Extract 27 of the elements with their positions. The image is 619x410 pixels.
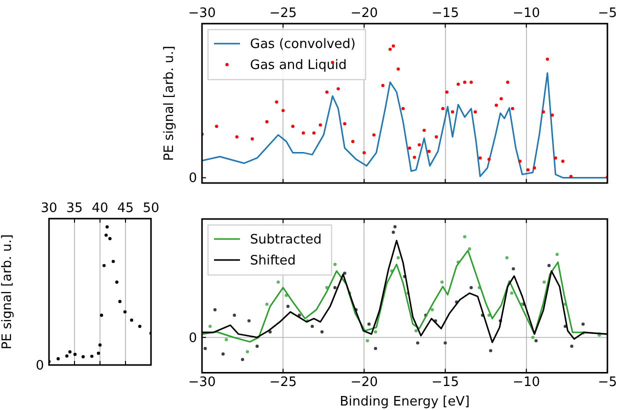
- x-tick-label: −20: [350, 6, 378, 22]
- x-tick-label: −5: [598, 6, 618, 22]
- x-tick-label: −30: [188, 374, 216, 390]
- legend-label: Subtracted: [250, 232, 322, 248]
- text: 0: [188, 330, 197, 346]
- x-tick-label: −10: [512, 6, 540, 22]
- x-tick-label: −25: [269, 374, 297, 390]
- x-tick-label: −25: [269, 6, 297, 22]
- y-axis-title: PE signal [arb. u.]: [0, 234, 16, 350]
- x-tick-label: −20: [350, 374, 378, 390]
- legend-label: Shifted: [250, 253, 296, 268]
- text: 0: [36, 358, 44, 374]
- x-tick-label: −15: [432, 6, 459, 22]
- x-tick-label: 50: [142, 201, 160, 216]
- x-tick-label: 35: [66, 201, 83, 216]
- x-tick-label: −10: [512, 374, 540, 390]
- x-tick-label: −30: [188, 6, 216, 22]
- x-tick-label: 40: [92, 201, 108, 216]
- text: 0: [188, 171, 197, 186]
- x-tick-label: −5: [598, 374, 618, 390]
- legend-label: Gas and Liquid: [250, 58, 347, 73]
- x-axis-title: Binding Energy [eV]: [340, 394, 470, 410]
- x-tick-label: 45: [117, 201, 134, 216]
- legend-label: Gas (convolved): [250, 36, 356, 52]
- x-tick-label: 30: [40, 201, 58, 216]
- x-tick-label: −15: [432, 374, 459, 390]
- y-axis-title: PE signal [arb. u.]: [162, 46, 178, 161]
